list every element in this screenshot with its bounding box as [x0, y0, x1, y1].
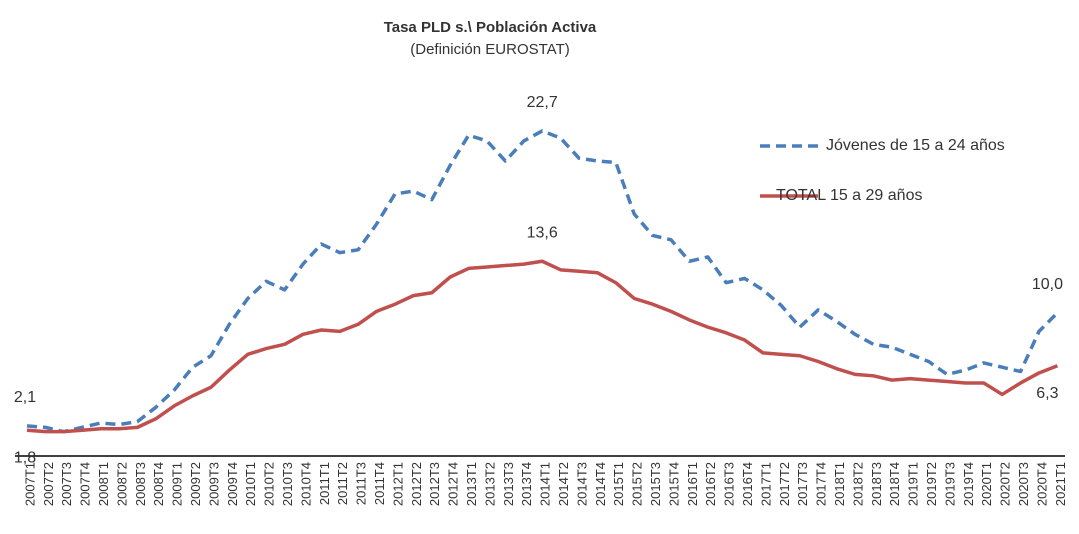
x-tick-label: 2018T1: [832, 462, 847, 506]
x-tick-label: 2007T3: [59, 462, 74, 506]
x-tick-label: 2016T1: [685, 462, 700, 506]
x-tick-label: 2019T3: [942, 462, 957, 506]
x-tick-label: 2008T2: [114, 462, 129, 506]
x-tick-label: 2020T2: [998, 462, 1013, 506]
x-tick-label: 2016T2: [703, 462, 718, 506]
x-tick-label: 2008T1: [96, 462, 111, 506]
x-tick-label: 2019T2: [924, 462, 939, 506]
x-tick-label: 2009T4: [225, 462, 240, 506]
x-tick-label: 2007T2: [41, 462, 56, 506]
legend-label: Jóvenes de 15 a 24 años: [826, 137, 1005, 154]
x-tick-label: 2014T4: [593, 462, 608, 506]
x-tick-label: 2011T3: [354, 462, 369, 505]
x-tick-label: 2010T3: [280, 462, 295, 506]
data-label: 13,6: [527, 224, 558, 241]
x-tick-label: 2020T3: [1016, 462, 1031, 506]
x-tick-label: 2015T3: [648, 462, 663, 506]
x-tick-label: 2009T3: [206, 462, 221, 506]
x-tick-label: 2019T4: [961, 462, 976, 506]
x-tick-label: 2010T2: [262, 462, 277, 506]
x-tick-label: 2009T2: [188, 462, 203, 506]
x-tick-label: 2019T1: [906, 462, 921, 506]
series-line: [26, 129, 1059, 434]
x-tick-label: 2013T2: [482, 462, 497, 506]
chart-subtitle: (Definición EUROSTAT): [410, 41, 569, 58]
x-tick-label: 2007T1: [22, 462, 37, 506]
x-tick-label: 2010T4: [298, 462, 313, 506]
x-tick-label: 2016T4: [740, 462, 755, 506]
series-line: [26, 259, 1059, 434]
chart-title: Tasa PLD s.\ Población Activa: [384, 19, 597, 36]
x-tick-label: 2014T2: [556, 462, 571, 506]
x-tick-label: 2012T3: [427, 462, 442, 506]
x-tick-label: 2015T4: [666, 462, 681, 506]
x-tick-label: 2012T1: [390, 462, 405, 506]
x-tick-label: 2017T2: [777, 462, 792, 506]
x-tick-label: 2009T1: [170, 462, 185, 506]
x-tick-label: 2017T4: [814, 462, 829, 506]
x-tick-label: 2015T1: [611, 462, 626, 506]
x-tick-label: 2011T2: [335, 462, 350, 505]
x-tick-label: 2020T1: [979, 462, 994, 506]
x-tick-label: 2008T3: [133, 462, 148, 506]
x-tick-label: 2021T1: [1053, 462, 1068, 506]
x-tick-label: 2008T4: [151, 462, 166, 506]
x-tick-label: 2018T4: [887, 462, 902, 506]
data-label: 6,3: [1036, 385, 1058, 402]
data-label: 22,7: [527, 94, 558, 111]
x-tick-label: 2018T3: [869, 462, 884, 506]
x-tick-label: 2017T1: [758, 462, 773, 506]
x-tick-label: 2013T4: [519, 462, 534, 506]
x-tick-label: 2012T2: [409, 462, 424, 506]
data-label: 10,0: [1032, 276, 1063, 293]
x-tick-label: 2012T4: [446, 462, 461, 506]
data-label: 2,1: [14, 389, 36, 406]
x-tick-label: 2014T1: [538, 462, 553, 506]
x-tick-label: 2020T4: [1034, 462, 1049, 506]
x-tick-label: 2015T2: [630, 462, 645, 506]
x-tick-label: 2011T4: [372, 462, 387, 505]
x-tick-label: 2013T1: [464, 462, 479, 506]
x-tick-label: 2007T4: [78, 462, 93, 506]
legend-label: TOTAL 15 a 29 años: [776, 187, 922, 204]
data-label: 1,8: [14, 449, 36, 466]
x-tick-label: 2018T2: [850, 462, 865, 506]
x-tick-label: 2010T1: [243, 462, 258, 506]
x-tick-label: 2016T3: [722, 462, 737, 506]
x-tick-label: 2013T3: [501, 462, 516, 506]
x-tick-label: 2014T3: [574, 462, 589, 506]
x-tick-label: 2017T3: [795, 462, 810, 506]
x-tick-label: 2011T1: [317, 462, 332, 505]
